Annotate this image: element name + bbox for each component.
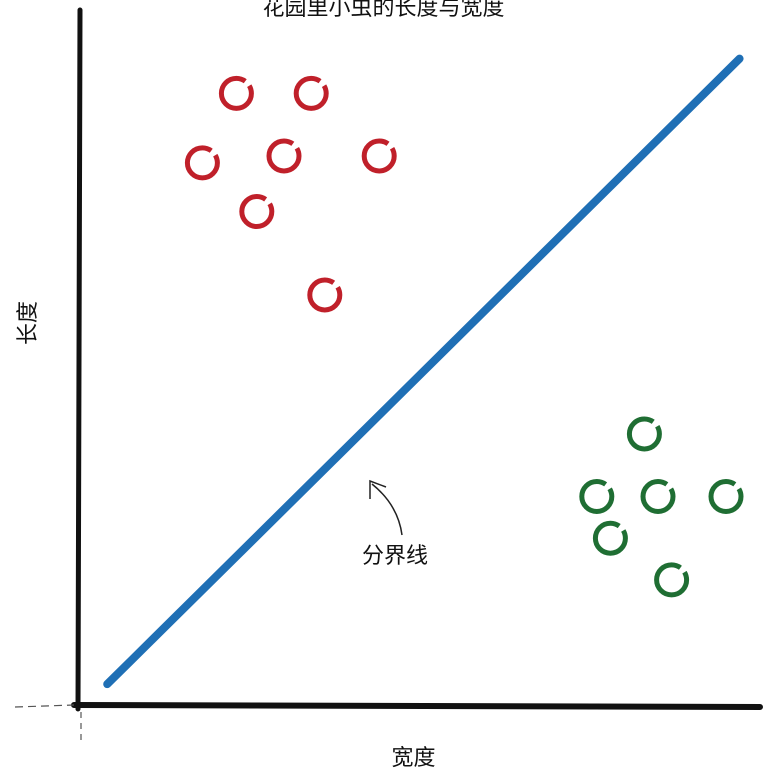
red-point-5 xyxy=(239,194,275,230)
red-point-1 xyxy=(293,75,329,111)
green-point-3 xyxy=(708,479,744,514)
boundary-line-group xyxy=(103,54,744,689)
arrow-shaft xyxy=(371,483,403,536)
green-point-4 xyxy=(592,520,628,556)
red-point-3 xyxy=(266,138,302,174)
red-point-2 xyxy=(184,145,220,181)
red-point-6 xyxy=(307,277,343,313)
y-axis-label: 长度 xyxy=(16,300,41,345)
axes xyxy=(14,7,763,740)
green-point-2 xyxy=(640,479,676,514)
data-points xyxy=(184,75,744,598)
red-point-0 xyxy=(218,75,254,111)
green-point-0 xyxy=(626,416,662,452)
x-axis-label: 宽度 xyxy=(391,746,436,771)
x-axis-tail xyxy=(14,704,75,708)
x-axis-line xyxy=(71,702,763,710)
red-point-4 xyxy=(361,138,397,174)
annotation-arrow xyxy=(369,479,403,536)
chart-title: 花园里小虫的长度与宽度 xyxy=(262,0,505,21)
boundary-line xyxy=(103,54,744,689)
arrow-head xyxy=(369,479,387,499)
green-point-5 xyxy=(654,562,690,598)
green-point-1 xyxy=(579,479,615,514)
boundary-annotation-label: 分界线 xyxy=(362,544,429,569)
y-axis-line xyxy=(75,7,83,712)
